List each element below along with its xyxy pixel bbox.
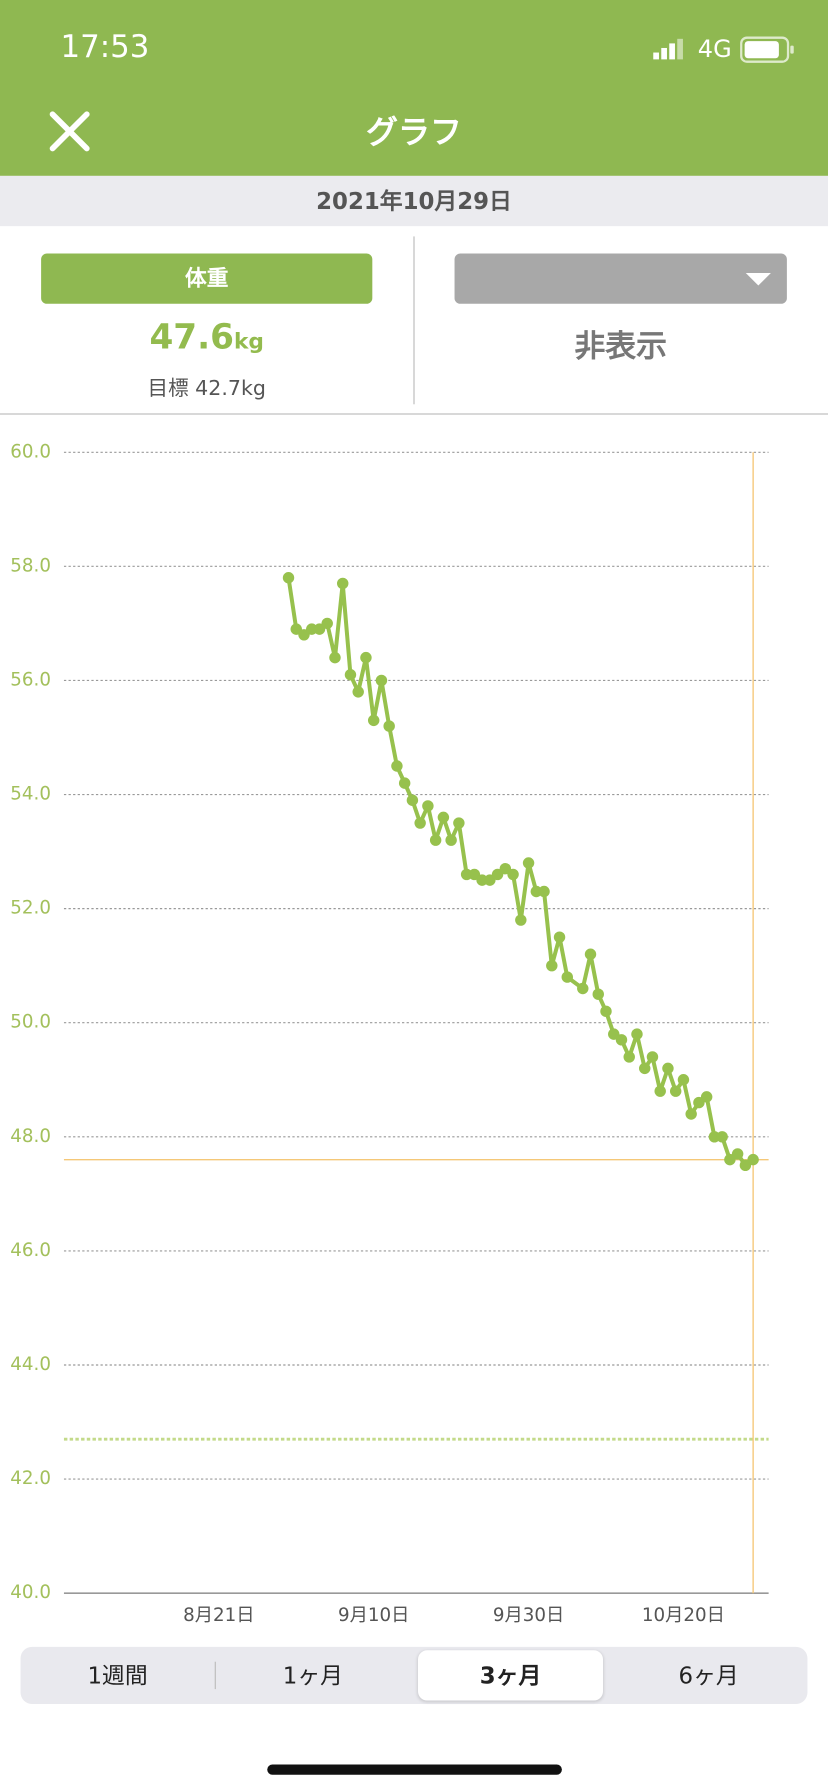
data-point [329, 651, 341, 664]
chart: 40.0 42.0 44.0 46.0 48.0 50.0 52.0 54.0 56.0 58.0… [10, 441, 769, 1626]
period-tab[interactable]: 1週間 [87, 1661, 148, 1690]
data-point [615, 1034, 628, 1046]
y-tick-label: 50.0 [10, 1012, 51, 1033]
period-tab[interactable]: 1ヶ月 [282, 1661, 344, 1690]
data-point [623, 1051, 635, 1063]
data-point [662, 1062, 674, 1075]
y-tick-label: 58.0 [10, 555, 51, 576]
data-point [561, 971, 573, 983]
data-point [600, 1005, 612, 1018]
goal-unit: kg [240, 376, 266, 401]
goal-value: 42.7 [195, 376, 241, 401]
x-tick-label: 8月21日 [183, 1605, 254, 1626]
y-tick-label: 60.0 [10, 441, 51, 462]
tab-separator [214, 1661, 216, 1690]
data-point [337, 577, 349, 590]
hidden-label: 非表示 [574, 328, 667, 365]
goal-weight: 目標 42.7kg [41, 372, 372, 402]
page-title: グラフ [366, 113, 462, 151]
data-point [553, 931, 566, 943]
status-network: 4G [697, 35, 732, 63]
data-point [716, 1131, 728, 1143]
data-point [731, 1148, 744, 1160]
metric-button[interactable]: 体重 [41, 253, 373, 304]
data-point [344, 669, 357, 681]
data-point [515, 914, 527, 926]
data-point [437, 811, 450, 824]
data-point [391, 760, 403, 772]
data-point [584, 948, 597, 960]
data-point [546, 959, 558, 972]
data-point [352, 686, 364, 698]
data-point [639, 1062, 651, 1075]
data-point [631, 1028, 643, 1040]
battery-icon [740, 36, 794, 63]
period-tab[interactable]: 3ヶ月 [417, 1650, 604, 1701]
header-bar: 17:53 4G グラフ [0, 0, 828, 176]
data-point [646, 1051, 659, 1063]
data-point [445, 834, 457, 846]
y-tick-label: 44.0 [10, 1354, 51, 1375]
data-point [522, 857, 535, 869]
y-tick-label: 54.0 [10, 784, 51, 805]
dropdown-arrow [745, 272, 771, 286]
data-point [747, 1153, 759, 1166]
home-indicator [267, 1764, 562, 1775]
current-weight: 47.6kg [41, 317, 372, 357]
data-point [654, 1085, 666, 1097]
status-time: 17:53 [60, 29, 150, 66]
data-point [669, 1085, 682, 1097]
weight-value: 47.6 [149, 317, 234, 358]
x-tick-label: 10月20日 [642, 1605, 725, 1626]
data-point [375, 674, 388, 687]
y-tick-label: 56.0 [10, 669, 51, 690]
y-tick-label: 46.0 [10, 1240, 51, 1261]
data-point [453, 817, 465, 829]
data-point [700, 1091, 713, 1103]
data-point [429, 834, 442, 846]
y-tick-label: 52.0 [10, 898, 51, 919]
y-tick-label: 48.0 [10, 1126, 51, 1147]
data-point [538, 885, 550, 898]
divider [0, 413, 828, 415]
data-point [414, 817, 426, 829]
data-point [321, 617, 333, 630]
data-point [406, 794, 419, 806]
data-point [577, 982, 589, 995]
divider [413, 236, 415, 405]
period-tabs: 1週間 1ヶ月 3ヶ月 6ヶ月 [20, 1646, 808, 1704]
data-point [507, 868, 519, 881]
data-point [367, 714, 380, 727]
signal-icon [653, 38, 683, 60]
data-point [592, 988, 604, 1000]
data-point [383, 720, 395, 732]
goal-label: 目標 [147, 376, 189, 401]
x-tick-label: 9月30日 [493, 1605, 564, 1626]
data-point [360, 651, 372, 664]
data-point [685, 1108, 697, 1120]
weight-unit: kg [233, 328, 264, 355]
x-tick-label: 9月10日 [338, 1605, 409, 1626]
data-point [677, 1074, 690, 1086]
close-button[interactable] [48, 110, 91, 153]
data-point [422, 800, 434, 812]
period-tab[interactable]: 6ヶ月 [678, 1661, 739, 1690]
y-tick-label: 40.0 [10, 1582, 51, 1603]
date-label: 2021年10月29日 [0, 175, 828, 227]
data-point [398, 777, 411, 789]
dropdown[interactable] [454, 253, 787, 304]
y-tick-label: 42.0 [10, 1468, 51, 1489]
data-point [282, 572, 295, 584]
